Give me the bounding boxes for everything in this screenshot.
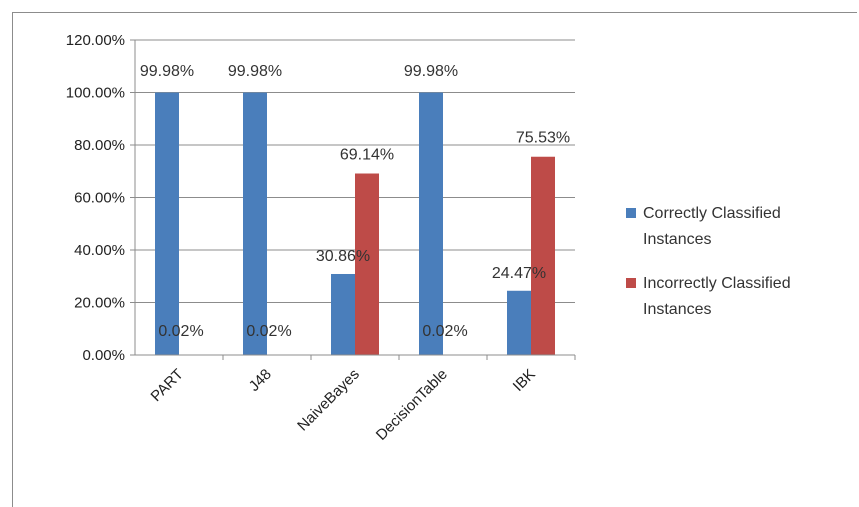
bar: [331, 273, 355, 355]
data-label: 99.98%: [228, 63, 282, 80]
data-label: 0.02%: [246, 323, 291, 340]
bar: [507, 290, 531, 355]
chart-frame: [12, 12, 857, 507]
y-tick-labels: 0.00% 20.00% 40.00% 60.00% 80.00% 100.00% 120.…: [66, 32, 125, 364]
data-labels: 99.98% 0.02% 99.98% 0.02% 30.86% 69.14% 99.98%…: [140, 63, 570, 340]
bar: [155, 92, 179, 356]
bar: [531, 156, 555, 355]
x-tick-label: DecisionTable: [373, 366, 451, 444]
x-tick-label: J48: [246, 366, 275, 395]
data-label: 0.02%: [422, 323, 467, 340]
y-tick-label: 60.00%: [74, 190, 125, 207]
legend-label: Instances: [643, 231, 711, 248]
y-tick-label: 120.00%: [66, 32, 125, 49]
data-label: 69.14%: [340, 147, 394, 164]
x-tick-label: IBK: [510, 366, 539, 395]
bar: [419, 92, 443, 356]
x-tick-labels: PART J48 NaiveBayes DecisionTable IBK: [147, 355, 576, 444]
legend-label: Correctly Classified: [643, 205, 781, 222]
y-tick-label: 80.00%: [74, 137, 125, 154]
bar: [355, 173, 379, 355]
legend-swatch: [626, 278, 636, 288]
axes: [134, 40, 575, 356]
y-tick-label: 40.00%: [74, 242, 125, 259]
data-label: 99.98%: [140, 63, 194, 80]
data-label: 0.02%: [158, 323, 203, 340]
bars: [155, 92, 555, 356]
data-label: 30.86%: [316, 248, 370, 265]
y-tick-label: 100.00%: [66, 85, 125, 102]
data-label: 24.47%: [492, 265, 546, 282]
legend-label: Instances: [643, 301, 711, 318]
x-tick-label: NaiveBayes: [294, 366, 363, 435]
y-tick-label: 0.00%: [82, 347, 125, 364]
data-label: 99.98%: [404, 63, 458, 80]
x-tick-label: PART: [147, 366, 186, 405]
legend-label: Incorrectly Classified: [643, 275, 791, 292]
y-tick-label: 20.00%: [74, 295, 125, 312]
data-label: 75.53%: [516, 130, 570, 147]
bar: [243, 92, 267, 356]
legend-swatch: [626, 208, 636, 218]
legend: Correctly Classified Instances Incorrectly…: [626, 205, 791, 318]
